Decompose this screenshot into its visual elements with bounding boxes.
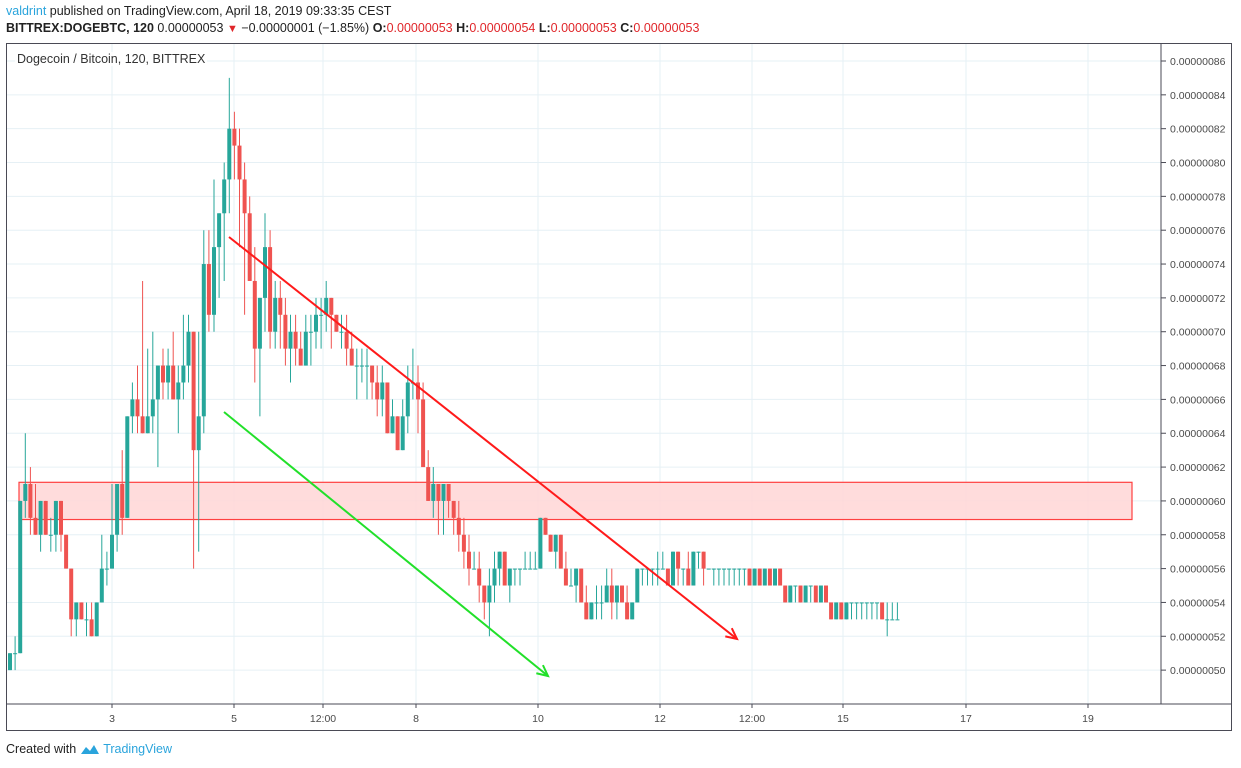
price-tick-label: 0.00000060 xyxy=(1170,496,1226,508)
chart-frame xyxy=(6,43,1232,731)
price-change: −0.00000001 (−1.85%) xyxy=(241,21,370,35)
time-tick-label: 12:00 xyxy=(310,713,336,725)
high-value: 0.00000054 xyxy=(469,21,536,35)
high-label: H: xyxy=(456,21,470,35)
price-tick-label: 0.00000082 xyxy=(1170,124,1226,136)
time-tick-label: 8 xyxy=(413,713,419,725)
open-label: O: xyxy=(372,21,387,35)
price-tick-label: 0.00000086 xyxy=(1170,56,1226,68)
symbol-label: BITTREX:DOGEBTC, 120 xyxy=(6,21,154,35)
chart-grid xyxy=(7,44,1161,704)
price-axis[interactable]: 0.00000086 0.00000084 0.00000082 0.00000080… xyxy=(1160,44,1226,704)
price-tick-label: 0.00000070 xyxy=(1170,327,1226,339)
pane-title: Dogecoin / Bitcoin, 120, BITTREX xyxy=(15,52,208,66)
last-price: 0.00000053 xyxy=(157,21,224,35)
down-arrow-icon: ▼ xyxy=(226,23,238,35)
symbol-info-bar: BITTREX:DOGEBTC, 120 0.00000053 ▼ −0.000… xyxy=(6,21,699,35)
price-tick-label: 0.00000052 xyxy=(1170,631,1226,643)
low-value: 0.00000053 xyxy=(550,21,617,35)
price-tick-label: 0.00000064 xyxy=(1170,428,1226,440)
time-tick-label: 10 xyxy=(532,713,544,725)
time-axis[interactable]: 3 5 12:00 8 10 12 12:00 15 17 19 xyxy=(7,703,1231,725)
time-tick-label: 19 xyxy=(1082,713,1094,725)
time-tick-label: 3 xyxy=(109,713,115,725)
time-tick-label: 12 xyxy=(654,713,666,725)
time-tick-label: 12:00 xyxy=(739,713,765,725)
price-tick-label: 0.00000074 xyxy=(1170,259,1226,271)
low-label: L: xyxy=(538,21,551,35)
published-text: published on TradingView.com, April 18, … xyxy=(46,4,392,18)
time-tick-label: 5 xyxy=(231,713,237,725)
resistance-zone[interactable] xyxy=(18,481,1133,521)
time-tick-label: 17 xyxy=(960,713,972,725)
time-tick-label: 15 xyxy=(837,713,849,725)
open-value: 0.00000053 xyxy=(386,21,453,35)
price-tick-label: 0.00000078 xyxy=(1170,191,1226,203)
price-tick-label: 0.00000084 xyxy=(1170,90,1226,102)
footer: Created with TradingView xyxy=(6,742,172,756)
created-with-label: Created with xyxy=(6,742,77,756)
trend-lines[interactable] xyxy=(223,236,739,678)
price-tick-label: 0.00000058 xyxy=(1170,530,1226,542)
price-tick-label: 0.00000054 xyxy=(1170,597,1226,609)
price-tick-label: 0.00000056 xyxy=(1170,564,1226,576)
brand-label: TradingView xyxy=(103,742,172,756)
close-label: C: xyxy=(620,21,634,35)
author-link[interactable]: valdrint xyxy=(6,4,47,18)
price-tick-label: 0.00000068 xyxy=(1170,361,1226,373)
tradingview-logo-icon xyxy=(81,745,100,754)
candles xyxy=(8,77,900,671)
price-tick-label: 0.00000076 xyxy=(1170,225,1226,237)
tradingview-link[interactable]: TradingView xyxy=(80,742,172,756)
publish-info: valdrint published on TradingView.com, A… xyxy=(6,4,391,18)
price-tick-label: 0.00000080 xyxy=(1170,158,1226,170)
price-tick-label: 0.00000062 xyxy=(1170,462,1226,474)
price-tick-label: 0.00000072 xyxy=(1170,293,1226,305)
price-tick-label: 0.00000050 xyxy=(1170,665,1226,677)
close-value: 0.00000053 xyxy=(633,21,700,35)
price-tick-label: 0.00000066 xyxy=(1170,394,1226,406)
